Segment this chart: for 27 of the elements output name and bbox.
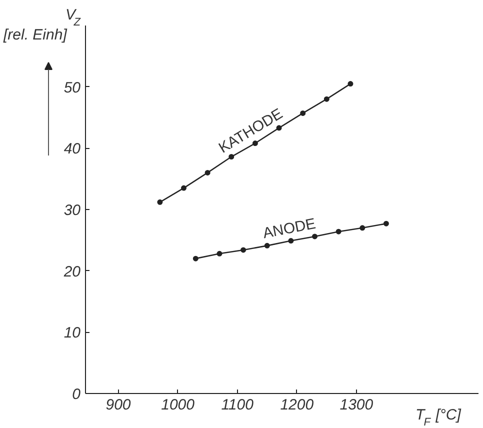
y-tick-label: 10 — [64, 324, 82, 342]
y-tick-label: 20 — [62, 263, 82, 280]
x-tick-label: 1000 — [161, 396, 196, 414]
y-tick-label: 50 — [64, 79, 82, 96]
point — [288, 238, 294, 244]
point — [264, 242, 270, 248]
x-tick-label: 900 — [106, 396, 132, 414]
point — [240, 247, 246, 253]
y-tick-label: 30 — [64, 202, 82, 219]
x-tick-label: 1300 — [340, 396, 374, 414]
point — [157, 199, 163, 205]
point — [228, 154, 234, 160]
point — [348, 81, 354, 87]
text: ANODE — [262, 215, 318, 242]
point — [216, 250, 222, 256]
point — [383, 220, 389, 226]
point — [360, 225, 366, 231]
point — [204, 170, 210, 176]
x-tick-label: 1100 — [221, 396, 254, 414]
point — [181, 185, 186, 191]
point — [336, 228, 342, 234]
y-tick-label: 40 — [64, 140, 82, 158]
x-tick-label: 1200 — [280, 396, 314, 414]
point — [300, 110, 306, 116]
point — [192, 256, 198, 262]
y-tick-label: 0 — [72, 386, 82, 403]
point — [324, 96, 330, 102]
